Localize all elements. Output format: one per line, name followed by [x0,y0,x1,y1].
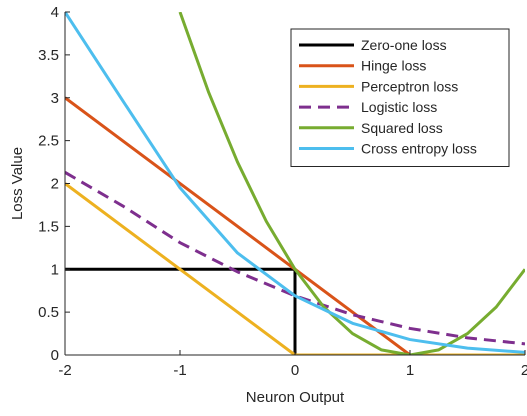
x-tick-label: -1 [173,362,186,379]
y-tick-label: 1 [51,261,59,278]
x-tick-label: -2 [58,362,71,379]
legend-label: Squared loss [361,120,443,136]
axes-layer: -2 -1 0 1 2 0 0.5 1 1.5 2 2.5 3 3.5 4 [38,4,527,379]
series-line-2 [65,96,525,355]
series-line-6 [65,12,525,354]
series-line-3 [65,182,525,355]
legend-label: Logistic loss [361,99,437,115]
legend-label: Zero-one loss [361,37,447,53]
legend-label: Hinge loss [361,58,426,74]
legend: Zero-one loss Hinge loss Perceptron loss Lo… [290,28,510,167]
series-line-4 [65,171,525,346]
y-axis-label: Loss Value [9,147,26,220]
y-tick-label: 2.5 [38,133,59,150]
legend-box [290,28,510,167]
series-layer [65,12,525,355]
y-tick-label: 1.5 [38,218,59,235]
y-tick-label: 0 [51,347,59,364]
x-axis-label: Neuron Output [246,389,345,406]
y-tick-label: 0.5 [38,304,59,321]
legend-label: Perceptron loss [361,78,458,94]
y-tick-label: 2 [51,176,59,193]
legend-label: Cross entropy loss [361,141,477,157]
y-tick-label: 3.5 [38,47,59,64]
x-tick-label: 1 [406,362,414,379]
x-tick-label: 2 [521,362,527,379]
series-line-5 [178,12,525,355]
y-tick-label: 3 [51,90,59,107]
x-tick-label: 0 [291,362,299,379]
y-tick-label: 4 [51,4,59,21]
